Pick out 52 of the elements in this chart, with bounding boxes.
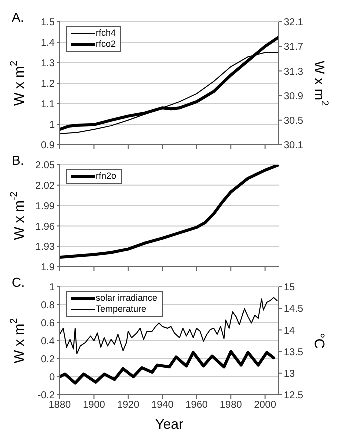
y-tick-label: 1.4 (41, 38, 56, 50)
y-tick-label: 0.6 (41, 318, 56, 330)
y-tick-label: 1.2 (41, 79, 56, 90)
legend-label: rfco2 (96, 39, 116, 50)
x-axis-title: Year (155, 416, 184, 432)
y-tick-label: 2.05 (36, 160, 56, 172)
line-series (60, 165, 279, 259)
y2-tick-label: 31.7 (284, 42, 304, 54)
x-tick-label: 1940 (152, 400, 174, 412)
legend-label: Temperature (96, 304, 147, 315)
y2-tick-label: 13 (284, 368, 296, 380)
y2-tick-label: 13.5 (284, 347, 304, 358)
y2-tick-label: 30.1 (284, 140, 304, 152)
y-tick-label: 2.02 (36, 180, 56, 192)
y-tick-label: 1.9 (41, 262, 56, 274)
y2-tick-label: 30.9 (284, 91, 304, 102)
y-tick-label: 0.9 (41, 140, 56, 152)
y-tick-label: 1.1 (41, 100, 56, 111)
y2-axis-title: °C (312, 333, 328, 349)
y-tick-label: 1.99 (36, 201, 56, 212)
y2-tick-label: 14.5 (284, 304, 304, 316)
legend-label: rfch4 (96, 28, 116, 39)
y-tick-label: -0.2 (38, 390, 56, 402)
y2-tick-label: 30.5 (284, 116, 304, 127)
x-tick-label: 1880 (48, 400, 72, 412)
y-tick-label: 0.8 (41, 300, 56, 312)
y-tick-label: 0 (49, 372, 56, 384)
y-tick-label: 1 (49, 120, 56, 132)
y2-tick-label: 12.5 (284, 390, 304, 402)
x-tick-label: 1980 (220, 400, 243, 412)
y2-tick-label: 31.3 (284, 66, 304, 78)
y-tick-label: 1 (49, 282, 56, 294)
text: A. (12, 10, 24, 25)
y-tick-label: 0.2 (41, 354, 56, 366)
y-tick-label: 1.96 (36, 222, 56, 233)
y-tick-label: 0.4 (41, 336, 56, 348)
line-series (60, 36, 279, 132)
legend-label: rfn2o (96, 171, 117, 182)
text: B. (12, 153, 24, 168)
x-tick-label: 1960 (186, 400, 208, 412)
y2-tick-label: 14 (284, 326, 296, 337)
y-tick-label: 1.93 (36, 242, 56, 254)
y2-tick-label: 15 (284, 282, 296, 294)
text: C. (12, 275, 25, 290)
y2-tick-label: 32.1 (284, 18, 304, 29)
legend-label: solar irradiance (96, 293, 158, 304)
x-tick-label: 1920 (117, 400, 140, 412)
line-series (60, 350, 276, 385)
y-tick-label: 1.3 (41, 58, 56, 70)
x-tick-label: 1900 (83, 400, 106, 412)
x-tick-label: 2000 (254, 400, 277, 412)
y-tick-label: 1.5 (41, 18, 56, 29)
